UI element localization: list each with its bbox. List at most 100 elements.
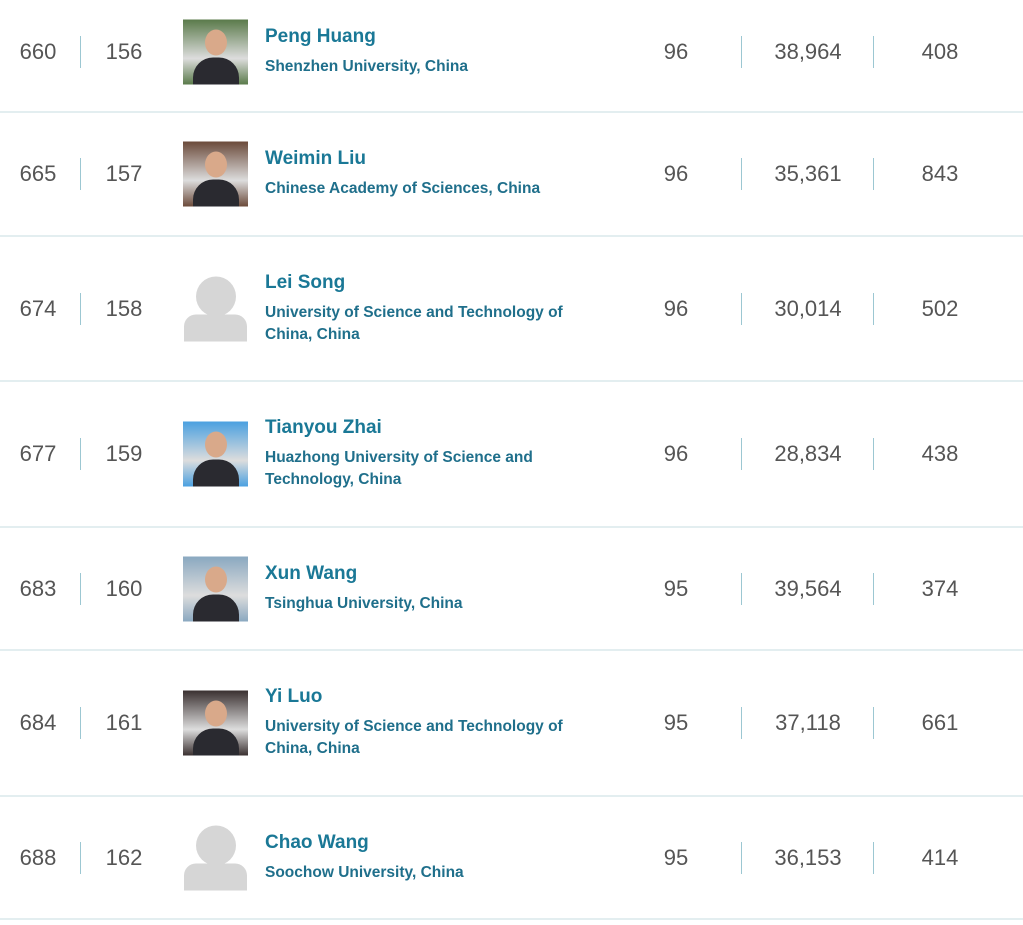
researcher-info: Weimin Liu Chinese Academy of Sciences, C… — [265, 148, 575, 200]
citations: 28,834 — [774, 441, 842, 466]
researcher-info: Chao Wang Soochow University, China — [265, 832, 575, 884]
researcher-name: Peng Huang — [265, 26, 376, 47]
researcher-info: Tianyou Zhai Huazhong University of Scien… — [265, 417, 575, 491]
researcher-name: Yi Luo — [265, 686, 323, 707]
national-rank: 160 — [105, 575, 143, 601]
researcher-name: Weimin Liu — [265, 148, 366, 169]
publications: 408 — [921, 39, 959, 64]
affiliation: University of Science and Technology of … — [265, 718, 563, 757]
national-rank: 162 — [105, 844, 143, 870]
column-divider — [80, 438, 81, 470]
affiliation: Huazhong University of Science and Techn… — [265, 449, 533, 488]
column-divider — [741, 158, 742, 190]
photo-body — [193, 57, 239, 85]
table-row: 665 157 96 35,361 843 Weimin Liu Chinese Acade… — [0, 113, 1023, 237]
h-index: 95 — [663, 710, 689, 735]
citations: 37,118 — [775, 710, 841, 735]
national-rank: 159 — [105, 441, 143, 466]
column-divider — [873, 292, 874, 325]
photo-body — [193, 179, 239, 207]
affiliation: Tsinghua University, China — [265, 594, 463, 612]
national-rank: 156 — [105, 39, 143, 64]
researcher-name: Tianyou Zhai — [265, 417, 382, 438]
column-divider — [741, 36, 742, 68]
table-row: 688 162 95 36,153 414 Chao Wang Soochow Univer… — [0, 797, 1023, 920]
photo-body — [193, 728, 239, 756]
profile-photo — [183, 690, 248, 756]
table-row: 674 158 96 30,014 502 Lei Song University of S… — [0, 237, 1023, 382]
h-index: 95 — [663, 844, 689, 870]
researcher-info: Yi Luo University of Science and Technolo… — [265, 686, 575, 760]
profile-photo — [183, 19, 248, 85]
column-divider — [873, 572, 874, 605]
citations: 36,153 — [774, 844, 842, 870]
world-rank: 688 — [19, 844, 57, 870]
column-divider — [873, 36, 874, 68]
table-row: 677 159 96 28,834 438 Tianyou Zhai Huazhong Un… — [0, 382, 1023, 528]
column-divider — [873, 707, 874, 739]
world-rank: 665 — [19, 161, 57, 186]
table-row: 683 160 95 39,564 374 Xun Wang Tsinghua Univer… — [0, 528, 1023, 651]
profile-photo — [183, 141, 248, 207]
column-divider — [873, 841, 874, 874]
column-divider — [741, 438, 742, 470]
h-index: 95 — [663, 575, 689, 601]
profile-photo — [183, 825, 248, 890]
publications: 438 — [921, 441, 959, 466]
world-rank: 660 — [19, 39, 57, 64]
publications: 843 — [921, 161, 959, 186]
national-rank: 158 — [105, 295, 143, 321]
photo-face — [205, 431, 227, 458]
publications: 661 — [921, 710, 959, 735]
researcher-info: Xun Wang Tsinghua University, China — [265, 563, 575, 615]
photo-body — [193, 594, 239, 621]
column-divider — [741, 292, 742, 325]
citations: 30,014 — [774, 295, 842, 321]
profile-photo — [183, 556, 248, 621]
publications: 502 — [921, 295, 959, 321]
column-divider — [741, 572, 742, 605]
world-rank: 677 — [19, 441, 57, 466]
profile-photo — [183, 276, 248, 341]
photo-face — [205, 700, 227, 727]
publications: 414 — [921, 844, 959, 870]
column-divider — [741, 841, 742, 874]
researcher-info: Peng Huang Shenzhen University, China — [265, 26, 575, 78]
profile-photo — [183, 421, 248, 487]
researcher-name: Lei Song — [265, 271, 346, 293]
citations: 38,964 — [774, 39, 842, 64]
publications: 374 — [921, 575, 959, 601]
h-index: 96 — [663, 161, 689, 186]
h-index: 96 — [663, 441, 689, 466]
avatar-head — [196, 825, 236, 865]
column-divider — [80, 841, 81, 874]
column-divider — [873, 158, 874, 190]
photo-body — [193, 459, 239, 487]
national-rank: 161 — [105, 710, 143, 735]
researcher-info: Lei Song University of Science and Techno… — [265, 272, 575, 346]
avatar-body — [184, 314, 247, 341]
affiliation: Chinese Academy of Sciences, China — [265, 180, 541, 197]
researcher-name: Chao Wang — [265, 831, 369, 853]
column-divider — [873, 438, 874, 470]
affiliation: Shenzhen University, China — [265, 58, 468, 75]
researcher-name: Xun Wang — [265, 562, 358, 584]
citations: 35,361 — [774, 161, 842, 186]
avatar-head — [196, 276, 236, 316]
column-divider — [741, 707, 742, 739]
table-row: 660 156 96 38,964 408 Peng Huang Shenzhen Univ… — [0, 0, 1023, 113]
photo-face — [205, 151, 227, 178]
world-rank: 684 — [19, 710, 57, 735]
photo-face — [205, 29, 227, 56]
column-divider — [80, 572, 81, 605]
column-divider — [80, 158, 81, 190]
world-rank: 674 — [19, 295, 57, 321]
column-divider — [80, 292, 81, 325]
citations: 39,564 — [774, 575, 842, 601]
affiliation: University of Science and Technology of … — [265, 303, 563, 343]
avatar-body — [184, 863, 247, 890]
world-rank: 683 — [19, 575, 57, 601]
photo-face — [205, 566, 227, 592]
affiliation: Soochow University, China — [265, 863, 464, 881]
